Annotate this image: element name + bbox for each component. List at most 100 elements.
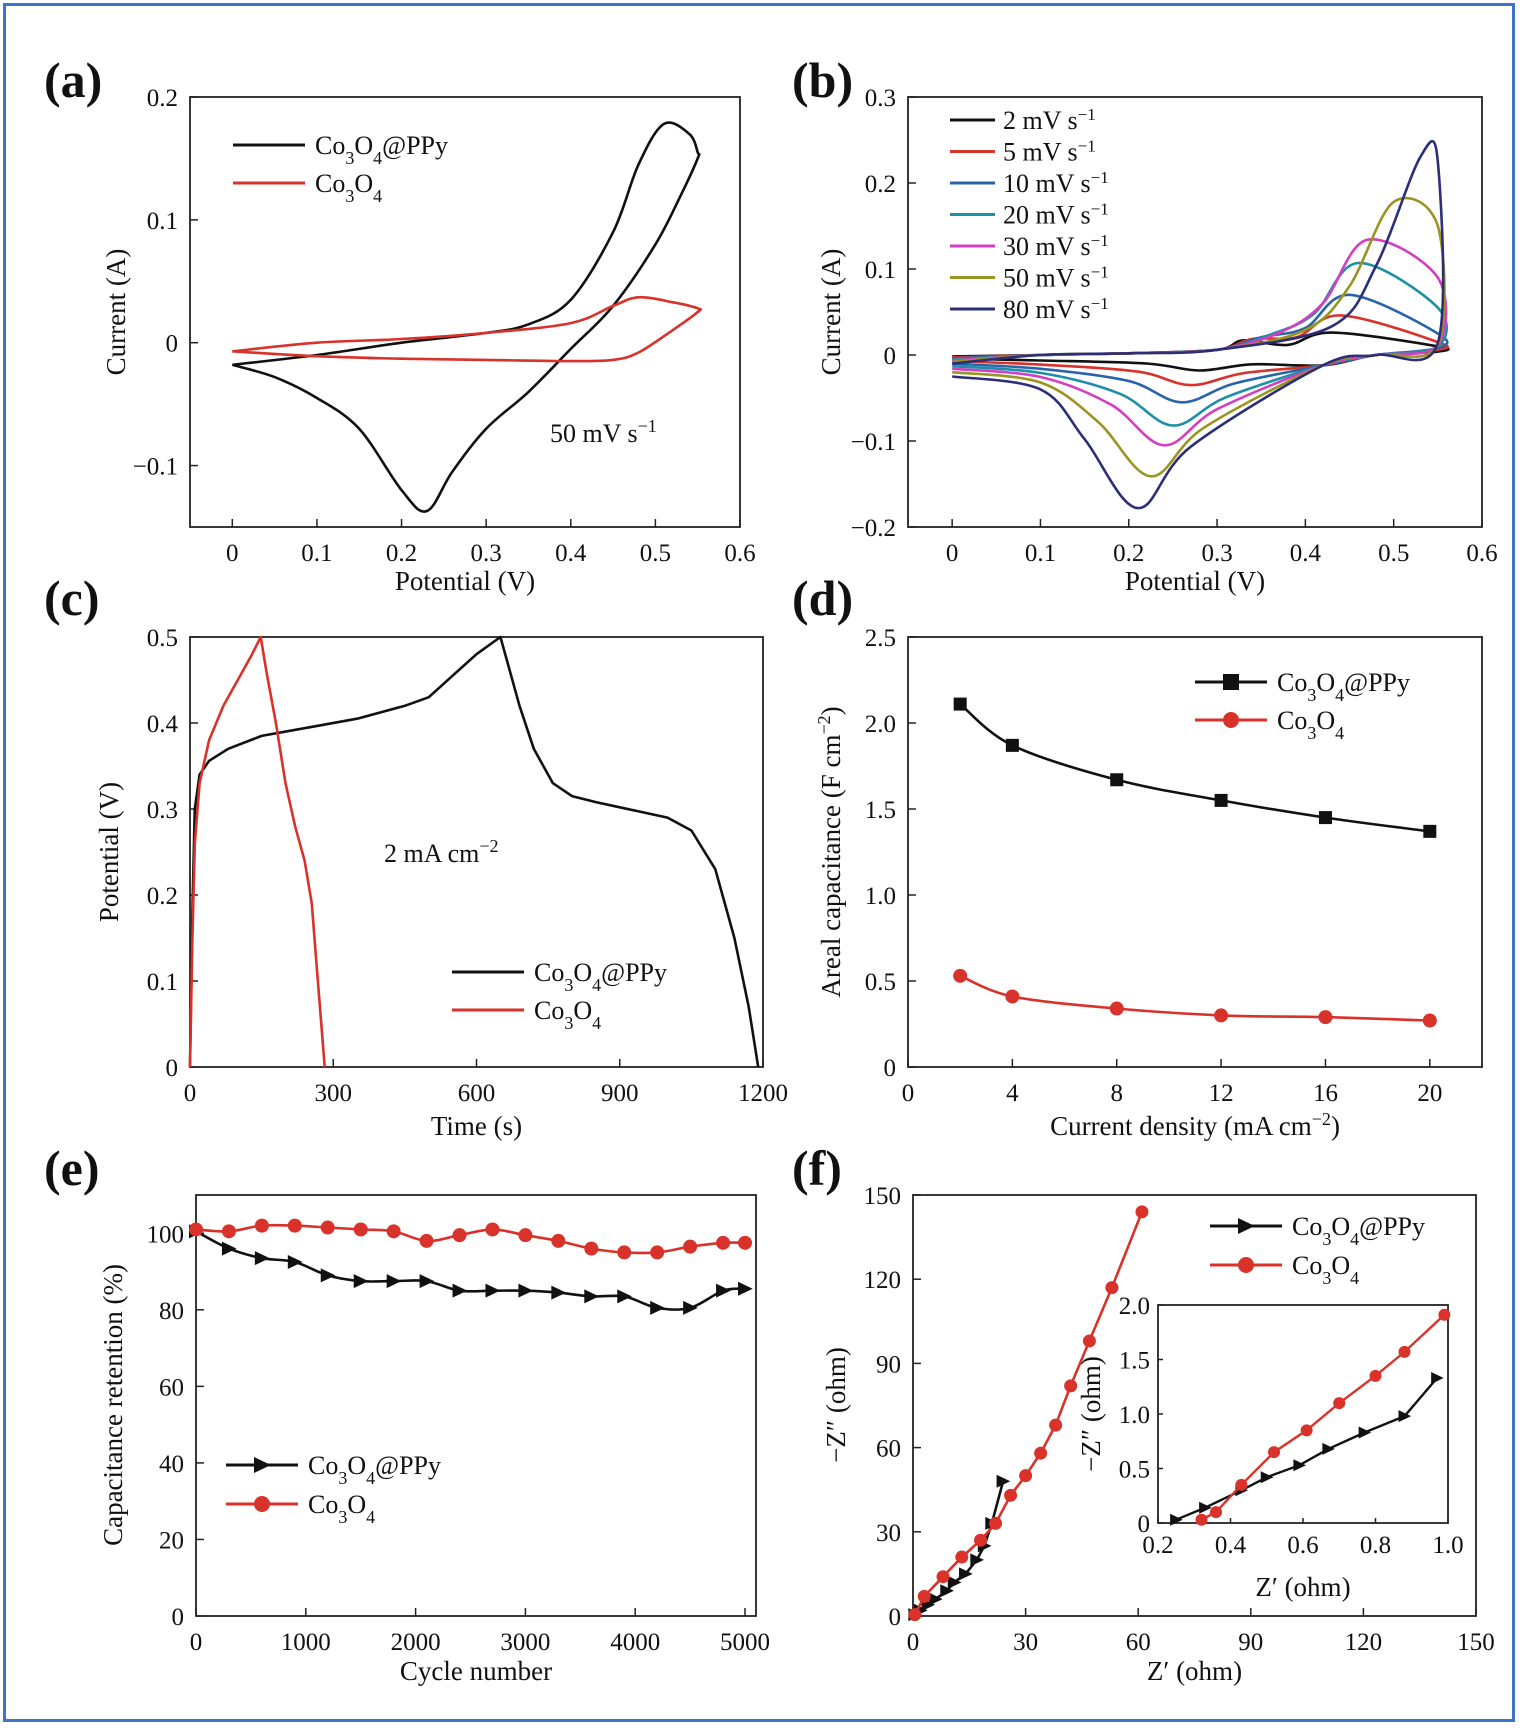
y-tick-label: 0.2 [865, 171, 896, 198]
data-point [1105, 1281, 1119, 1295]
data-point [947, 1575, 962, 1589]
y-tick-label: 0.4 [147, 711, 179, 738]
inset-data-point [1438, 1308, 1451, 1321]
data-point [1214, 1008, 1229, 1023]
x-tick-label: 0.3 [1201, 540, 1232, 567]
inset-x-tick-label: 0.8 [1360, 1532, 1391, 1559]
legend-label: Co3O4@PPy [534, 958, 667, 995]
x-axis-title: Potential (V) [1125, 566, 1265, 596]
legend-label: 5 mV s−1 [1003, 136, 1096, 167]
y-axis-title: Potential (V) [94, 782, 124, 922]
data-point [955, 1550, 969, 1564]
data-point [650, 1300, 665, 1315]
y-tick-label: 1.0 [865, 883, 896, 910]
x-tick-label: 600 [458, 1080, 496, 1107]
x-tick-label: 300 [315, 1080, 353, 1107]
data-point [189, 1222, 203, 1237]
data-point [953, 697, 967, 711]
x-tick-label: 0.5 [1378, 540, 1409, 567]
data-point [1034, 1446, 1048, 1460]
x-tick-label: 0 [946, 540, 959, 567]
legend-marker [1223, 712, 1239, 728]
x-tick-label: 0.6 [724, 540, 755, 567]
inset-y-axis-title: −Z″ (ohm) [1076, 1356, 1106, 1472]
legend-label: 20 mV s−1 [1003, 199, 1109, 230]
legend-label: Co3O4@PPy [308, 1451, 441, 1488]
y-tick-label: 0.3 [865, 85, 896, 112]
x-tick-label: 150 [1457, 1629, 1495, 1656]
x-tick-label: 90 [1238, 1629, 1263, 1656]
data-point [683, 1239, 698, 1254]
inset-data-point [1322, 1442, 1335, 1455]
y-tick-label: 150 [864, 1183, 902, 1210]
data-point [221, 1241, 237, 1256]
data-point [936, 1570, 950, 1584]
y-tick-label: 60 [876, 1436, 901, 1463]
panel-label: (b) [792, 52, 853, 108]
data-point [584, 1241, 599, 1256]
data-point [386, 1224, 401, 1239]
x-tick-label: 20 [1417, 1080, 1442, 1107]
x-tick-label: 60 [1126, 1629, 1151, 1656]
y-tick-label: 0.5 [147, 625, 178, 652]
x-tick-label: 120 [1345, 1629, 1383, 1656]
scan-rate-annotation: 50 mV s−1 [550, 416, 657, 448]
data-point [353, 1222, 368, 1237]
legend-label: Co3O4 [534, 996, 601, 1033]
data-point [1422, 1013, 1437, 1028]
data-point [551, 1285, 567, 1300]
legend-label: Co3O4@PPy [315, 131, 448, 168]
inset-y-tick-label: 0.5 [1119, 1457, 1150, 1484]
y-tick-label: 0 [172, 1604, 185, 1631]
legend-marker [254, 1496, 270, 1512]
y-axis-title: Current (A) [101, 249, 131, 376]
x-tick-label: 12 [1209, 1080, 1234, 1107]
data-point [320, 1268, 336, 1283]
data-point [970, 1553, 984, 1567]
plot-frame [195, 1194, 757, 1617]
plot-frame [907, 636, 1483, 1068]
x-tick-label: 900 [601, 1080, 639, 1107]
y-tick-label: 0.5 [865, 969, 896, 996]
figure-frame [3, 3, 1515, 1722]
legend-label: Co3O4 [308, 1490, 375, 1527]
y-tick-label: 40 [159, 1451, 184, 1478]
legend-label: Co3O4@PPy [1292, 1212, 1425, 1249]
x-tick-label: 16 [1313, 1080, 1338, 1107]
inset-data-point [1358, 1426, 1372, 1439]
data-point [974, 1533, 988, 1547]
inset-x-tick-label: 0.2 [1142, 1532, 1173, 1559]
data-point [1110, 773, 1124, 787]
panel-a: 0 0.1 0.2 0.3 0.4 0.5 0.6−0.100.10.2Potential … [101, 85, 756, 596]
data-point [452, 1283, 468, 1298]
y-tick-label: 0.1 [865, 257, 896, 284]
x-tick-label: 30 [1013, 1629, 1038, 1656]
x-tick-label: 0.4 [555, 540, 587, 567]
data-point [716, 1283, 731, 1298]
inset-data-point [1195, 1513, 1208, 1526]
y-tick-label: 2.5 [865, 625, 896, 652]
plot-frame [189, 96, 741, 528]
data-point [1109, 1001, 1124, 1016]
x-axis-title: Time (s) [431, 1111, 522, 1141]
panel-f: 0 30 60 90 120 150 0 30 60 90 120 150 Z′ (ohm) −Z″ (o… [821, 1183, 1495, 1686]
y-tick-label: 0 [166, 331, 179, 358]
x-tick-label: 0.1 [1025, 540, 1056, 567]
inset-y-tick-label: 1.0 [1119, 1402, 1150, 1429]
data-point [1064, 1379, 1078, 1393]
inset-x-tick-label: 0.4 [1215, 1532, 1247, 1559]
inset-x-tick-label: 0.6 [1287, 1532, 1318, 1559]
inset-data-point [1300, 1424, 1313, 1437]
legend-label: Co3O4 [315, 169, 382, 206]
data-point [683, 1300, 698, 1315]
data-point [551, 1233, 566, 1248]
y-tick-label: 0 [884, 343, 897, 370]
x-tick-label: 0.1 [301, 540, 332, 567]
x-tick-label: 0.5 [640, 540, 671, 567]
inset-data-point [1333, 1397, 1346, 1410]
y-axis-title: Areal capacitance (F cm−2) [814, 706, 846, 997]
data-point [452, 1228, 467, 1243]
y-tick-label: 120 [864, 1267, 902, 1294]
x-tick-label: 0 [226, 540, 239, 567]
series-line [188, 635, 760, 1068]
